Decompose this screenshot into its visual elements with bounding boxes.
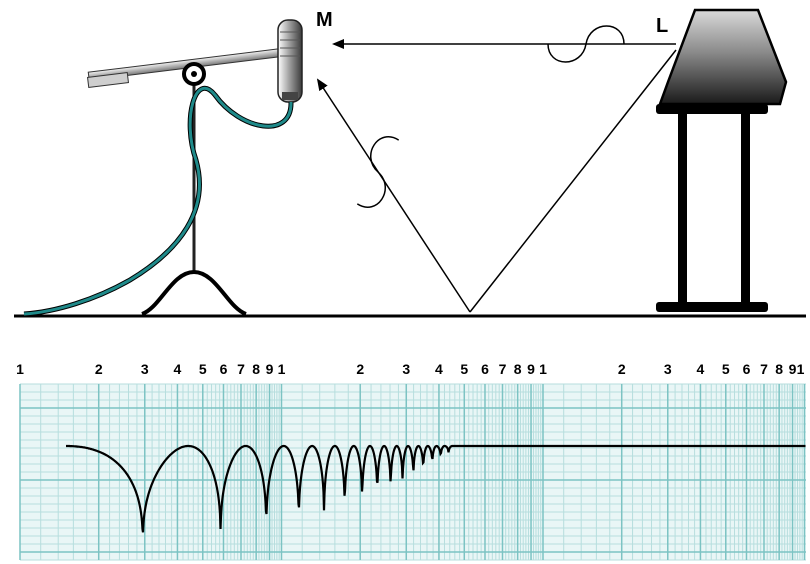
reflected-wave-icon <box>356 136 400 208</box>
comb-filter-curve <box>66 444 806 533</box>
speaker-stand <box>656 104 768 312</box>
tick-label: 1 <box>16 361 24 377</box>
reflected-path-down <box>469 49 677 313</box>
graph-major-grid <box>19 384 806 560</box>
tick-label: 2 <box>618 361 626 377</box>
tick-label: 7 <box>760 361 768 377</box>
tick-label: 1 <box>539 361 547 377</box>
tick-label: 2 <box>95 361 103 377</box>
tick-label: 5 <box>199 361 207 377</box>
tick-label: 8 <box>252 361 260 377</box>
tick-label: 1 <box>278 361 286 377</box>
tick-label: 6 <box>481 361 489 377</box>
tick-label: 8 <box>514 361 522 377</box>
direct-wave-icon <box>547 25 625 63</box>
loudspeaker <box>658 8 788 106</box>
tick-label: 3 <box>141 361 149 377</box>
tick-label: 1 <box>797 361 805 377</box>
microphone-label: M <box>316 9 333 31</box>
scene-top: M L <box>14 8 806 318</box>
tick-label: 7 <box>237 361 245 377</box>
graph-minor-grid <box>20 383 806 561</box>
loudspeaker-label: L <box>656 15 668 37</box>
reflected-sound-arrow <box>316 78 471 313</box>
tick-label: 6 <box>743 361 751 377</box>
tick-label: 3 <box>664 361 672 377</box>
tick-label: 9 <box>527 361 535 377</box>
tick-label: 5 <box>460 361 468 377</box>
tick-label: 7 <box>499 361 507 377</box>
tick-label: 3 <box>402 361 410 377</box>
tick-label: 9 <box>789 361 797 377</box>
tick-label: 2 <box>356 361 364 377</box>
microphone <box>277 19 303 103</box>
tick-label: 8 <box>775 361 783 377</box>
mic-stand <box>86 47 289 316</box>
tick-label: 5 <box>722 361 730 377</box>
tick-label: 9 <box>266 361 274 377</box>
tick-label: 4 <box>174 361 182 377</box>
tick-label: 6 <box>220 361 228 377</box>
tick-label: 4 <box>435 361 443 377</box>
tick-label: 4 <box>697 361 705 377</box>
